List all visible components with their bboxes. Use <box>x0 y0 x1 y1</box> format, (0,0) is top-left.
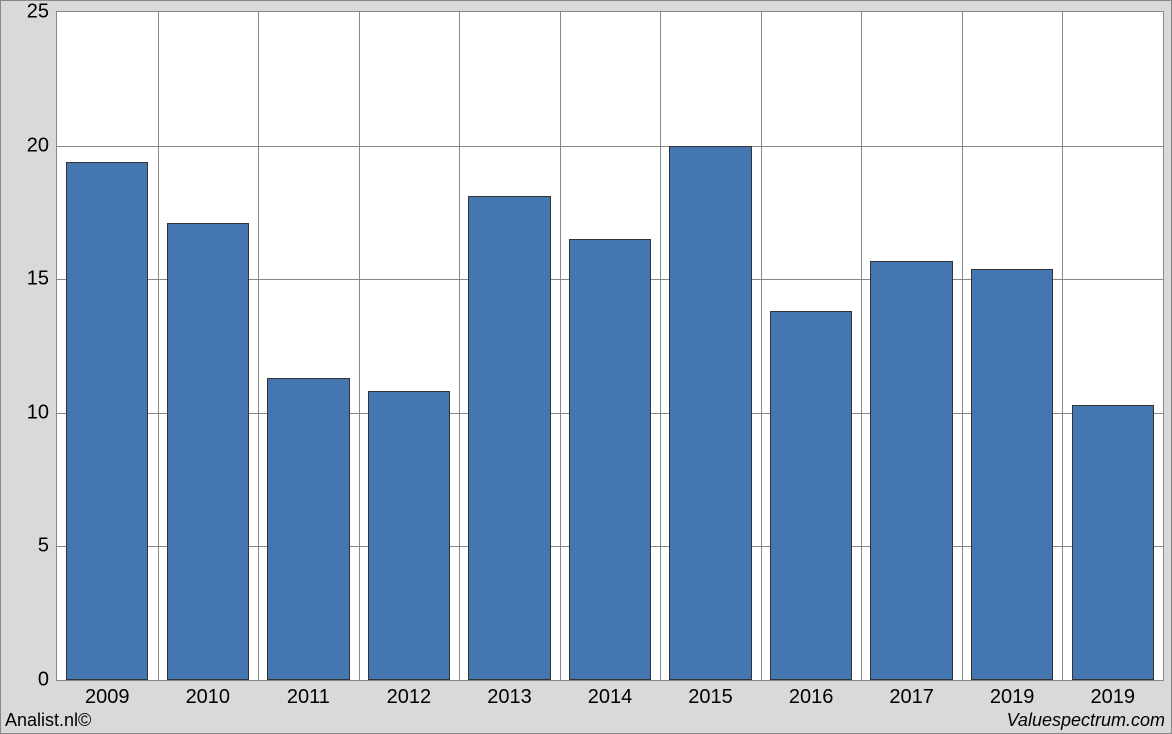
bar <box>1072 405 1154 680</box>
y-tick-label: 25 <box>27 1 57 24</box>
gridline-v <box>258 12 259 680</box>
gridline-h <box>57 146 1163 147</box>
x-tick-label: 2016 <box>789 680 834 709</box>
bar <box>569 239 651 680</box>
x-tick-label: 2009 <box>85 680 130 709</box>
gridline-v <box>861 12 862 680</box>
bar <box>468 196 550 680</box>
x-tick-label: 2014 <box>588 680 633 709</box>
plot-area: 0510152025200920102011201220132014201520… <box>56 11 1164 681</box>
x-tick-label: 2019 <box>990 680 1035 709</box>
bar <box>267 378 349 680</box>
gridline-v <box>962 12 963 680</box>
bar <box>971 269 1053 680</box>
y-tick-label: 20 <box>27 134 57 157</box>
bar <box>66 162 148 680</box>
x-tick-label: 2013 <box>487 680 532 709</box>
bar <box>870 261 952 681</box>
x-tick-label: 2012 <box>387 680 432 709</box>
y-tick-label: 10 <box>27 401 57 424</box>
footer-left-credit: Analist.nl© <box>5 710 91 731</box>
x-tick-label: 2011 <box>287 680 330 709</box>
bar <box>368 391 450 680</box>
gridline-v <box>158 12 159 680</box>
y-tick-label: 15 <box>27 268 57 291</box>
x-tick-label: 2015 <box>688 680 733 709</box>
gridline-v <box>459 12 460 680</box>
gridline-v <box>1062 12 1063 680</box>
footer-right-credit: Valuespectrum.com <box>1007 710 1165 731</box>
gridline-v <box>359 12 360 680</box>
chart-frame: 0 5 10 15 20 25 2009 2010 2011 2012 2013 2014 2015 20… <box>0 0 1172 734</box>
bar <box>770 311 852 680</box>
x-tick-label: 2010 <box>186 680 231 709</box>
gridline-v <box>660 12 661 680</box>
gridline-v <box>761 12 762 680</box>
y-tick-label: 0 <box>38 669 57 692</box>
x-tick-label: 2019 <box>1090 680 1135 709</box>
y-tick-label: 5 <box>38 535 57 558</box>
gridline-v <box>560 12 561 680</box>
bar <box>167 223 249 680</box>
bar <box>669 146 751 680</box>
x-tick-label: 2017 <box>889 680 934 709</box>
